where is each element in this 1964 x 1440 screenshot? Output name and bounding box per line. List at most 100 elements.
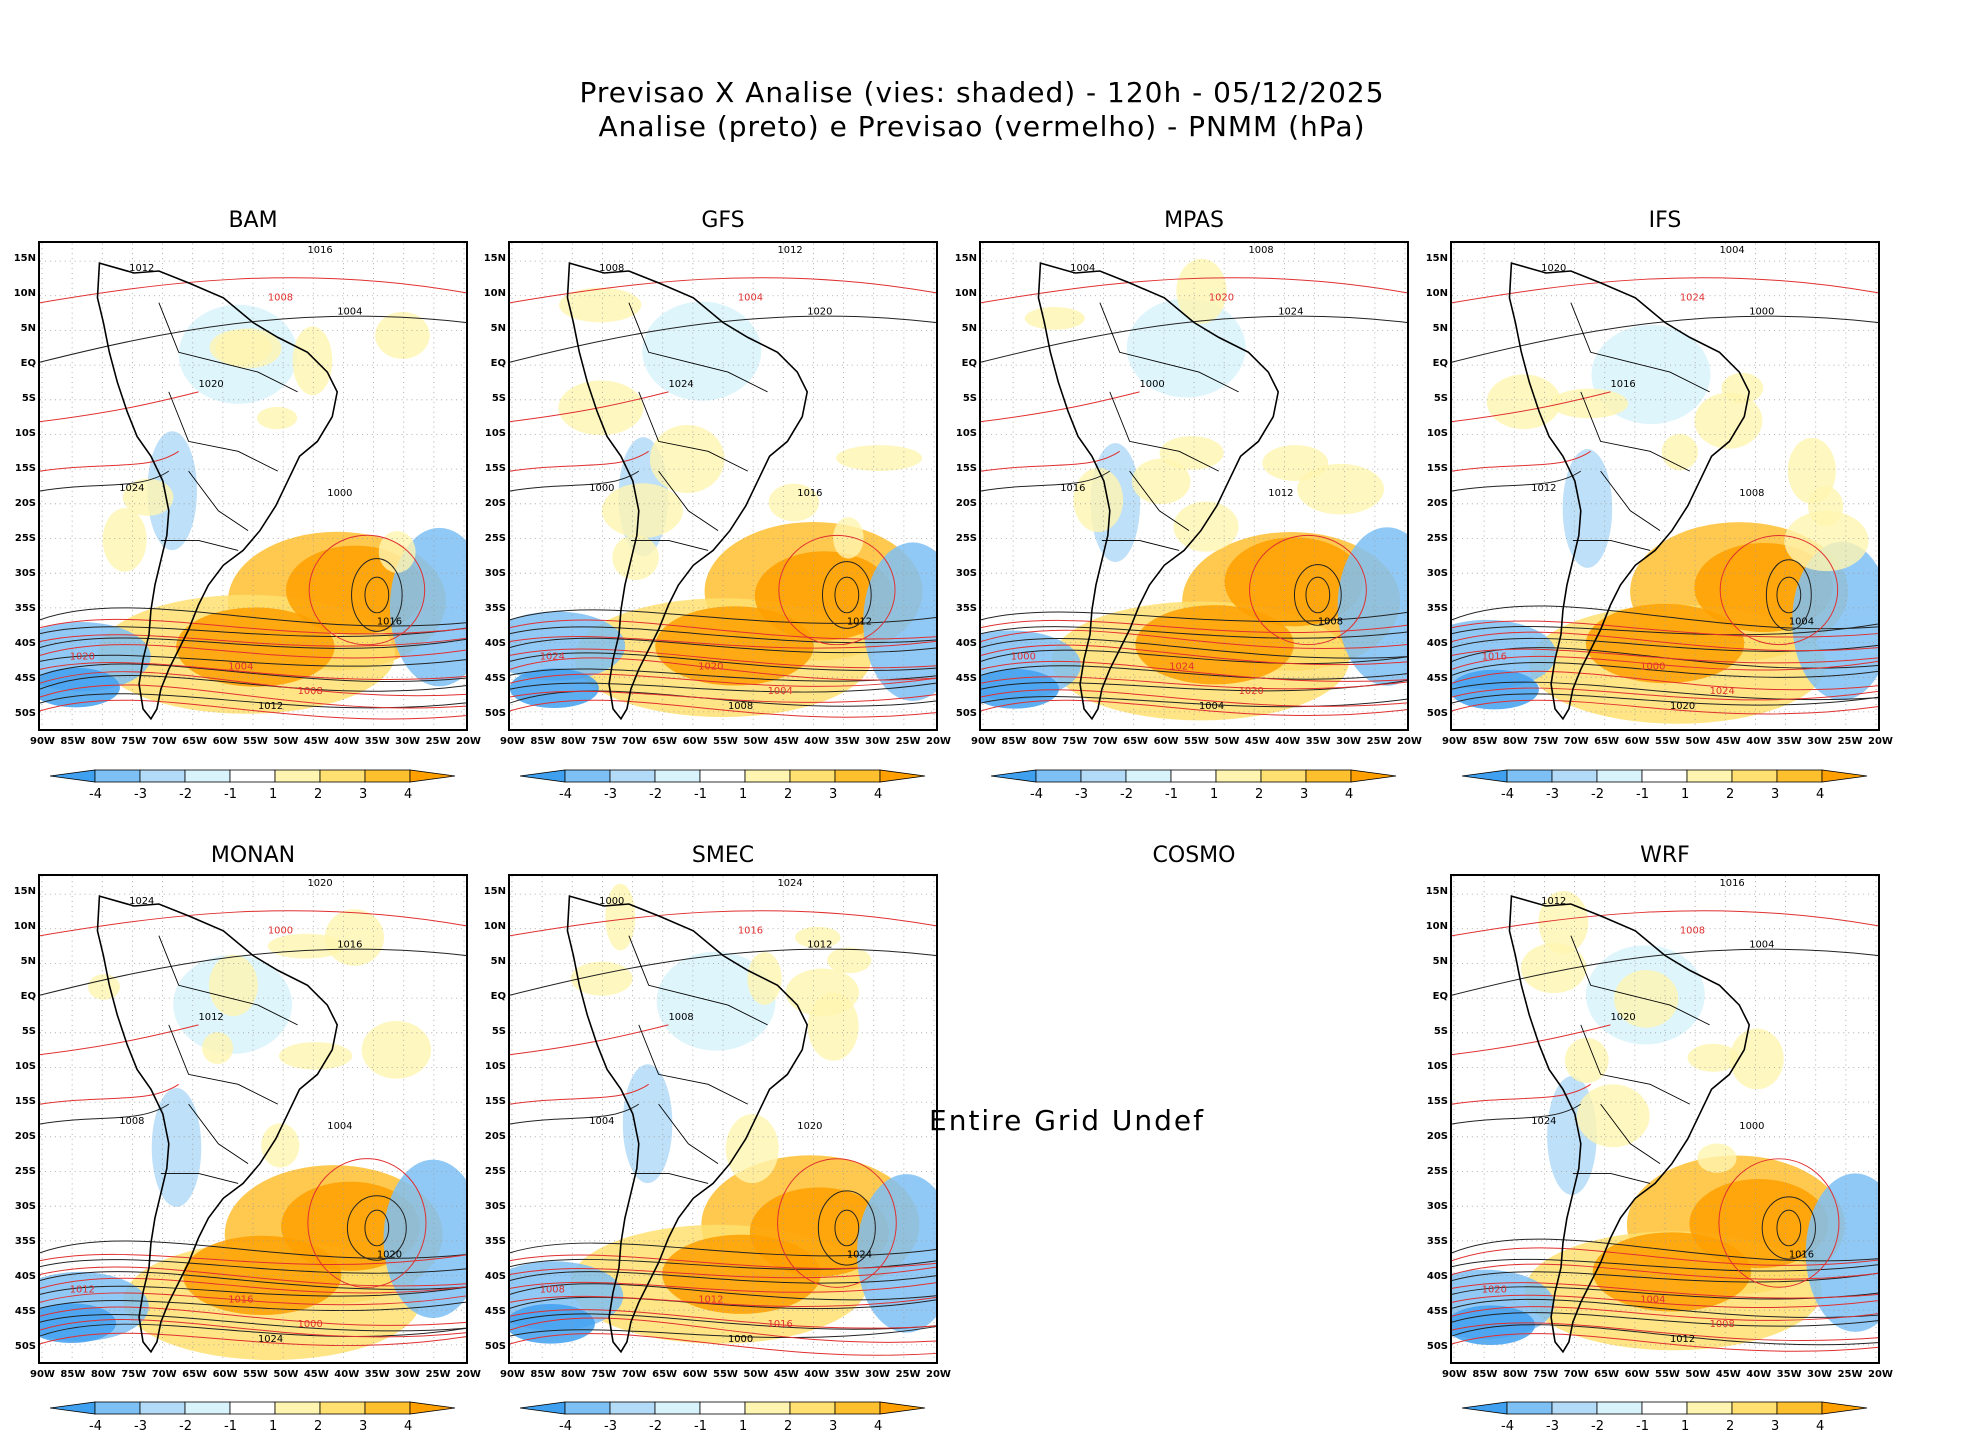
weak-positive-bias-area xyxy=(278,1042,353,1070)
lon-tick-label: 60W xyxy=(682,736,708,747)
weak-positive-bias-area xyxy=(1576,1084,1650,1148)
contour-label: 1024 xyxy=(1680,293,1705,304)
colorbar-segment xyxy=(1461,1401,1508,1415)
lat-tick-label: 5S xyxy=(962,393,977,404)
negative-bias-area xyxy=(1562,449,1613,568)
colorbar-segment xyxy=(834,769,881,783)
lon-tick-label: 20W xyxy=(1397,736,1422,747)
lon-tick-label: 70W xyxy=(621,736,647,747)
south-america-coastline xyxy=(1508,895,1751,1354)
contour-label: 1000 xyxy=(298,1319,323,1330)
colorbar-segment xyxy=(1821,769,1868,783)
lon-tick-label: 75W xyxy=(1533,1369,1559,1380)
contour-label: 1008 xyxy=(599,263,624,274)
weak-positive-bias-area xyxy=(794,926,841,949)
contour-label: 1020 xyxy=(1541,263,1566,274)
contour-label: 1004 xyxy=(768,686,793,697)
weak-positive-bias-area xyxy=(202,1032,234,1065)
lat-tick-label: 15N xyxy=(483,886,506,897)
forecast-isobars xyxy=(510,910,936,1356)
lat-tick-label: EQ xyxy=(961,358,977,369)
lon-tick-label: 75W xyxy=(121,1369,147,1380)
colorbar-label: 2 xyxy=(314,1419,322,1434)
forecast-isobars xyxy=(40,910,466,1347)
lat-tick-label: 45S xyxy=(14,1306,36,1317)
lon-tick-label: 50W xyxy=(1214,736,1240,747)
contour-label: 1004 xyxy=(738,293,763,304)
colorbar-label: 1 xyxy=(739,1419,747,1434)
colorbar-label: -4 xyxy=(89,787,102,802)
contour-label: 1020 xyxy=(797,1121,822,1132)
lat-tick-label: 10S xyxy=(14,428,36,439)
lat-tick-label: 50S xyxy=(955,708,977,719)
contour-label: 1012 xyxy=(129,263,154,274)
colorbar-segment xyxy=(229,769,276,783)
lat-tick-label: 15N xyxy=(13,253,36,264)
positive-bias-area xyxy=(1585,603,1745,684)
colorbar-segment xyxy=(94,1401,141,1415)
lon-tick-label: 25W xyxy=(1366,736,1392,747)
contour-label: 1024 xyxy=(119,483,144,494)
map-svg: 1008 1004 1020 1024 1000 1016 1012 1008 1004 1020… xyxy=(981,243,1407,729)
contour-label: 1020 xyxy=(807,307,832,318)
colorbar-segment xyxy=(1641,769,1688,783)
colorbar-segment xyxy=(564,769,611,783)
lat-tick-label: 30S xyxy=(955,568,977,579)
contour-label: 1008 xyxy=(298,686,323,697)
lon-tick-label: 40W xyxy=(1746,1369,1772,1380)
colorbar-label: -4 xyxy=(559,1419,572,1434)
lon-tick-label: 80W xyxy=(560,736,586,747)
lat-tick-label: 10S xyxy=(484,428,506,439)
contour-label: 1024 xyxy=(540,651,565,662)
lon-tick-label: 35W xyxy=(1776,736,1802,747)
contour-label: 1016 xyxy=(738,926,763,937)
lon-tick-label: 90W xyxy=(1442,1369,1467,1380)
lat-tick-label: 45S xyxy=(484,1306,506,1317)
lon-tick-label: 90W xyxy=(30,736,55,747)
contour-label: 1012 xyxy=(777,245,802,256)
colorbar-label: 3 xyxy=(1771,787,1779,802)
lon-tick-label: 75W xyxy=(591,1369,617,1380)
lat-tick-label: 5N xyxy=(490,323,506,334)
contour-label: 1008 xyxy=(1248,245,1273,256)
lon-tick-label: 30W xyxy=(395,736,421,747)
lon-tick-label: 80W xyxy=(1502,1369,1528,1380)
lon-tick-label: 90W xyxy=(500,1369,525,1380)
map-svg: 1016 1012 1008 1004 1020 1024 1000 1016 1012 1008… xyxy=(40,243,466,729)
contour-label: 1020 xyxy=(1209,293,1234,304)
colorbar-label: -1 xyxy=(694,787,707,802)
bias-shading xyxy=(40,909,466,1361)
lon-tick-label: 30W xyxy=(1336,736,1362,747)
lon-tick-label: 55W xyxy=(1184,736,1209,747)
contour-label: 1008 xyxy=(1710,1319,1735,1330)
contour-label: 1016 xyxy=(1789,1250,1814,1261)
country-borders xyxy=(158,302,298,551)
negative-bias-area xyxy=(981,669,1059,709)
lon-tick-label: 20W xyxy=(926,1369,951,1380)
lat-tick-label: EQ xyxy=(490,991,506,1002)
weak-positive-bias-area xyxy=(215,328,282,369)
lon-tick-label: 20W xyxy=(1868,736,1893,747)
lat-tick-label: 5S xyxy=(21,1026,36,1037)
lon-tick-label: 60W xyxy=(212,736,238,747)
colorbar-segment xyxy=(1260,769,1307,783)
panel-title-bam: BAM xyxy=(228,208,278,233)
contour-label: 1020 xyxy=(199,379,224,390)
lon-tick-label: 35W xyxy=(1776,1369,1802,1380)
lat-tick-label: 50S xyxy=(1426,1341,1448,1352)
lon-tick-label: 20W xyxy=(456,1369,481,1380)
weak-positive-bias-area xyxy=(1697,1143,1737,1173)
contour-label: 1012 xyxy=(1541,896,1566,907)
lon-tick-label: 75W xyxy=(1533,736,1559,747)
contour-label: 1004 xyxy=(327,1121,352,1132)
contour-label: 1004 xyxy=(1199,701,1224,712)
colorbar-segment xyxy=(564,1401,611,1415)
negative-bias-area xyxy=(1805,1173,1878,1332)
colorbar-segment xyxy=(49,1401,96,1415)
lon-tick-label: 50W xyxy=(743,736,769,747)
colorbar-label: -3 xyxy=(1546,787,1559,802)
weak-positive-bias-area xyxy=(1784,510,1869,572)
country-borders xyxy=(1570,302,1710,551)
lon-tick-label: 50W xyxy=(273,736,299,747)
lon-tick-label: 80W xyxy=(1031,736,1057,747)
